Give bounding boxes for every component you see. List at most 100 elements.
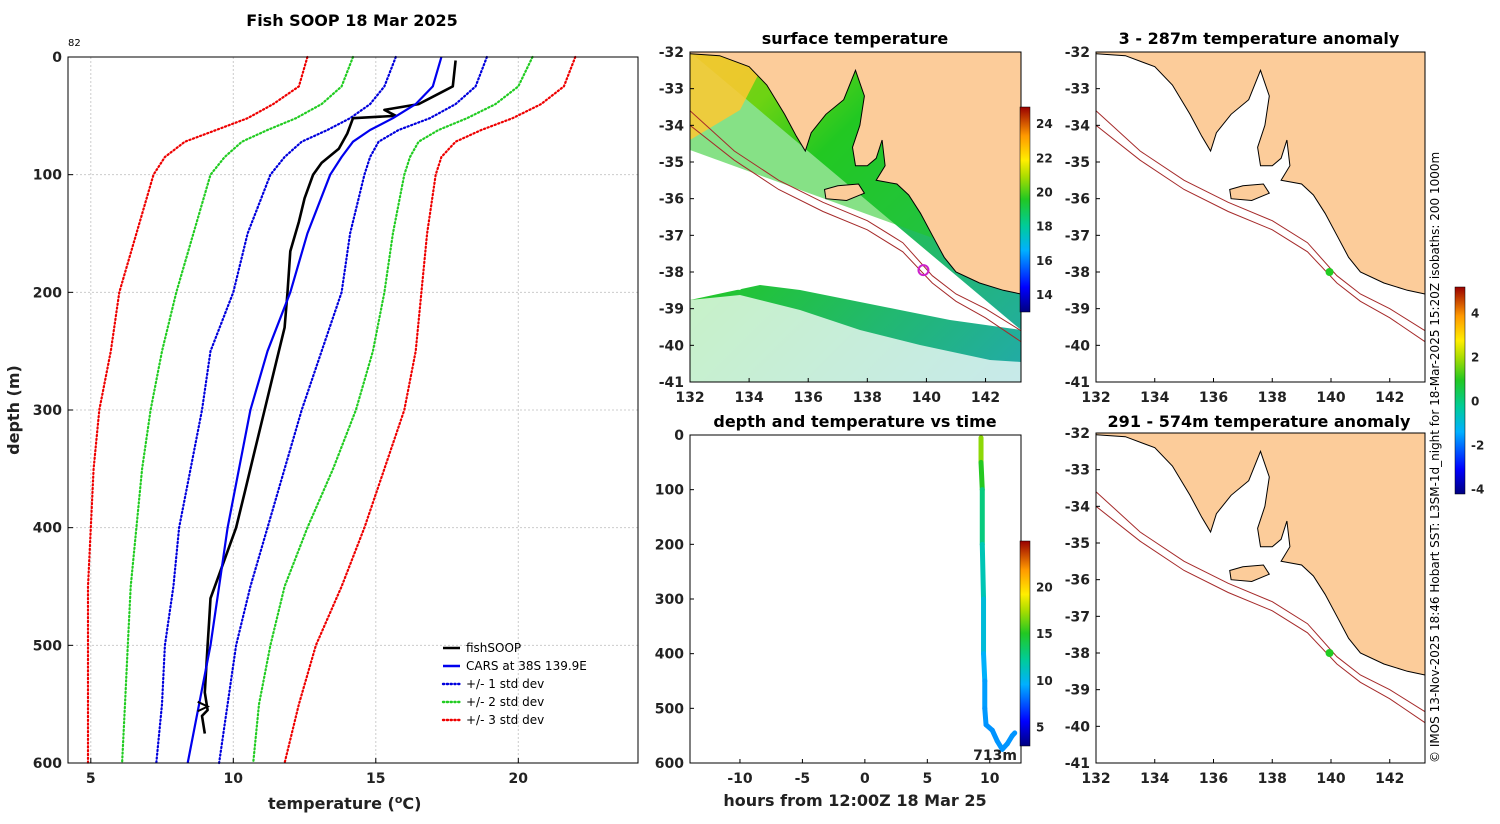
anomaly-colorbar-tick-label: 2 xyxy=(1471,350,1479,364)
map-x-tick-label: 138 xyxy=(853,390,882,406)
anomaly-shallow-land xyxy=(1095,52,1426,295)
time-title: depth and temperature vs time xyxy=(713,412,996,431)
side-note: © IMOS 13-Nov-2025 18:46 Hobart SST: L3S… xyxy=(1428,152,1442,763)
sst-cloud-gap xyxy=(700,215,780,290)
profile-x-tick-label: 15 xyxy=(366,771,385,787)
sst-station-marker xyxy=(917,264,930,277)
time-x-axis-label: hours from 12:00Z 18 Mar 25 xyxy=(723,791,986,810)
time-track-segment xyxy=(982,705,989,728)
map-y-tick-label: -35 xyxy=(1065,536,1090,552)
map-y-tick-label: -33 xyxy=(1065,463,1090,479)
map-y-tick-label: -37 xyxy=(1065,228,1090,244)
anomaly-colorbar-tick-label: 0 xyxy=(1471,395,1479,409)
time-y-tick-label: 500 xyxy=(655,701,684,717)
time-colorbar-tick-label: 20 xyxy=(1036,581,1053,595)
time-colorbar-tick-label: 15 xyxy=(1036,627,1053,641)
sst-x-ticks: 132 134 136 138 140 142 xyxy=(675,378,1000,406)
profile-legend: fishSOOP CARS at 38S 139.9E +/- 1 std dev +… xyxy=(441,641,587,727)
time-y-tick-label: 200 xyxy=(655,537,684,553)
profile-x-tick-label: 5 xyxy=(86,771,96,787)
legend-entry-label: +/- 3 std dev xyxy=(466,713,544,727)
map-y-tick-label: -32 xyxy=(659,45,684,61)
time-y-tick-label: 600 xyxy=(655,756,684,772)
time-y-ticks: 0 100 200 300 400 500 600 xyxy=(655,428,694,772)
sst-land xyxy=(690,52,1021,295)
isobath-200m xyxy=(1095,110,1426,332)
map-y-tick-label: -35 xyxy=(659,155,684,171)
map-y-tick-label: -33 xyxy=(659,82,684,98)
profile-y-tick-label: 300 xyxy=(33,403,62,419)
anomaly-colorbar-tick-label: 4 xyxy=(1471,306,1479,320)
map-x-tick-label: 136 xyxy=(794,390,823,406)
anomaly-deep-x-ticks: 132 134 136 138 140 142 xyxy=(1081,759,1404,787)
map-x-tick-label: 136 xyxy=(1199,771,1228,787)
kangaroo-island xyxy=(823,183,866,202)
map-y-tick-label: -39 xyxy=(1065,683,1090,699)
anomaly-shallow-frame xyxy=(1095,51,1426,383)
anomaly-shallow-y-ticks: -32 -33 -34 -35 -36 -37 -38 -39 -40 -41 xyxy=(1065,45,1100,391)
map-y-tick-label: -34 xyxy=(659,118,685,134)
time-track-segment xyxy=(979,541,987,602)
coastline xyxy=(1095,53,1426,295)
map-x-tick-label: 140 xyxy=(912,390,941,406)
legend-entry-label: +/- 2 std dev xyxy=(466,695,544,709)
anomaly-shallow-panel: 3 - 287m temperature anomaly 132 134 136 13… xyxy=(1065,29,1426,406)
map-x-tick-label: 134 xyxy=(734,390,763,406)
anomaly-deep-title: 291 - 574m temperature anomaly xyxy=(1108,412,1411,431)
map-y-tick-label: -40 xyxy=(659,338,685,354)
map-x-tick-label: 142 xyxy=(1375,390,1404,406)
anomaly-deep-frame xyxy=(1095,432,1426,764)
map-x-tick-label: 140 xyxy=(1316,390,1345,406)
anomaly-deep-y-ticks: -32 -33 -34 -35 -36 -37 -38 -39 -40 -41 xyxy=(1065,426,1100,772)
anomaly-colorbar xyxy=(1454,286,1466,495)
time-colorbar-ticks: 5 10 15 20 xyxy=(1036,581,1053,735)
anomaly-deep-marker xyxy=(1325,649,1334,657)
sst-y-ticks: -32 -33 -34 -35 -36 -37 -38 -39 -40 -41 xyxy=(659,45,694,391)
time-track xyxy=(978,435,1018,752)
map-x-tick-label: 138 xyxy=(1258,390,1287,406)
profile-x-tick-label: 20 xyxy=(509,771,529,787)
time-colorbar-tick-label: 5 xyxy=(1036,720,1044,734)
kangaroo-island xyxy=(1229,183,1271,202)
time-y-tick-label: 100 xyxy=(655,483,684,499)
anomaly-colorbar-ticks: 4 2 0 -2 -4 xyxy=(1471,306,1484,496)
isobath-1000m xyxy=(690,124,1021,343)
time-colorbar-tick-label: 10 xyxy=(1036,674,1053,688)
anomaly-deep-isobaths xyxy=(1095,491,1426,724)
time-x-tick-label: 5 xyxy=(922,771,932,787)
map-x-tick-label: 132 xyxy=(1081,771,1110,787)
time-x-tick-label: -10 xyxy=(727,771,753,787)
profile-series-line xyxy=(155,55,397,765)
profile-y-ticks: 0 100 200 300 400 500 600 xyxy=(33,50,73,772)
anomaly-colorbar-tick-label: -4 xyxy=(1471,483,1484,497)
map-y-tick-label: -38 xyxy=(659,265,684,281)
sst-colorbar-tick-label: 20 xyxy=(1036,185,1053,199)
map-x-tick-label: 134 xyxy=(1140,771,1169,787)
land-fill xyxy=(1096,52,1425,294)
map-y-tick-label: -36 xyxy=(659,192,684,208)
time-colorbar xyxy=(1019,540,1031,747)
anomaly-deep-panel: 291 - 574m temperature anomaly 132 134 136… xyxy=(1065,412,1426,787)
map-x-tick-label: 134 xyxy=(1140,390,1169,406)
map-y-tick-label: -41 xyxy=(659,375,684,391)
bottom-depth-label: 713m xyxy=(973,748,1017,764)
map-x-tick-label: 142 xyxy=(971,390,1000,406)
time-plot-area xyxy=(690,435,1021,763)
profile-y-axis-label: depth (m) xyxy=(4,365,23,455)
anomaly-shallow-isobaths xyxy=(1095,110,1426,343)
kangaroo-island xyxy=(1229,564,1271,583)
legend-entry-label: +/- 1 std dev xyxy=(466,677,544,691)
sst-colorbar-tick-label: 24 xyxy=(1036,117,1053,131)
map-x-tick-label: 132 xyxy=(1081,390,1110,406)
profile-panel: Fish SOOP 18 Mar 2025 82 5 10 15 20 0 100 200… xyxy=(4,11,639,813)
profile-corner-label: 82 xyxy=(68,38,81,49)
sst-colorbar-ticks: 14 16 18 20 22 24 xyxy=(1036,117,1053,302)
anomaly-shallow-x-ticks: 132 134 136 138 140 142 xyxy=(1081,378,1404,406)
profile-direction-marker xyxy=(197,700,210,713)
time-x-ticks: -10 -5 0 5 10 xyxy=(727,759,1000,787)
sst-colorbar-tick-label: 22 xyxy=(1036,151,1053,165)
profile-series-line xyxy=(121,55,355,765)
map-y-tick-label: -37 xyxy=(659,228,684,244)
time-x-tick-label: -5 xyxy=(795,771,811,787)
time-track-segment xyxy=(978,459,985,493)
